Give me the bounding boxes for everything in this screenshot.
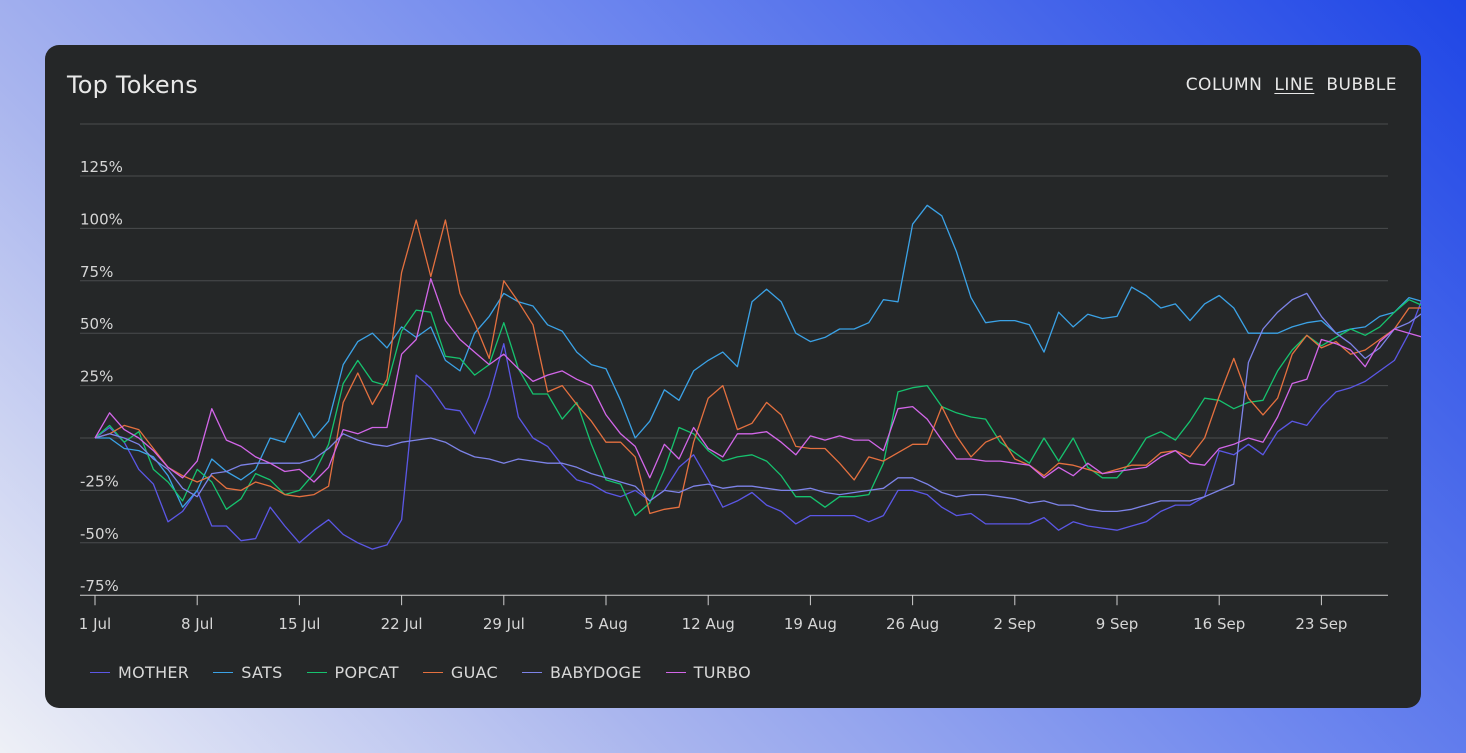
x-tick-label: 12 Aug — [682, 615, 735, 633]
series-line-babydoge[interactable] — [94, 292, 1421, 513]
chart-card: 125% 100% 75% 50% 25% -25% -50% -75% 1 Jul 8 Jul… — [45, 45, 1421, 708]
legend-item-sats[interactable]: SATS — [213, 663, 282, 682]
legend-item-mother[interactable]: MOTHER — [90, 663, 189, 682]
y-tick-label: 75% — [80, 263, 113, 281]
x-tick-label: 8 Jul — [181, 615, 213, 633]
legend-swatch — [306, 672, 327, 673]
series-line-popcat[interactable] — [94, 287, 1421, 517]
mode-column-button[interactable]: COLUMN — [1185, 75, 1263, 95]
series-lines — [94, 204, 1421, 550]
legend-item-guac[interactable]: GUAC — [422, 663, 499, 682]
series-line-mother[interactable] — [94, 270, 1421, 550]
legend-label: POPCAT — [334, 663, 399, 682]
x-tick-label: 15 Jul — [278, 615, 320, 633]
legend-item-popcat[interactable]: POPCAT — [306, 663, 399, 682]
gridlines — [80, 123, 1388, 596]
x-tick-label: 1 Jul — [79, 615, 111, 633]
legend-swatch — [665, 672, 686, 673]
chart-mode-switcher: COLUMN LINE BUBBLE — [1186, 75, 1397, 95]
legend-label: BABYDOGE — [550, 663, 642, 682]
y-tick-label: 25% — [80, 368, 113, 386]
legend-label: GUAC — [450, 663, 499, 682]
x-tick-label: 19 Aug — [784, 615, 837, 633]
series-line-guac[interactable] — [94, 219, 1421, 515]
legend-item-babydoge[interactable]: BABYDOGE — [522, 663, 642, 682]
x-tick-label: 23 Sep — [1295, 615, 1347, 633]
y-tick-label: -75% — [80, 577, 119, 595]
mode-line-button[interactable]: LINE — [1274, 75, 1315, 95]
y-tick-label: -50% — [80, 525, 119, 543]
x-tick-label: 2 Sep — [994, 615, 1037, 633]
mode-bubble-button[interactable]: BUBBLE — [1326, 75, 1397, 95]
legend-label: SATS — [241, 663, 283, 682]
x-tick-label: 29 Jul — [483, 615, 525, 633]
y-axis-ticks: 125% 100% 75% 50% 25% -25% -50% -75% — [80, 158, 123, 595]
legend-label: TURBO — [693, 663, 752, 682]
y-tick-label: 100% — [80, 210, 123, 228]
line-chart: 125% 100% 75% 50% 25% -25% -50% -75% 1 Jul 8 Jul… — [79, 123, 1421, 633]
legend-label: MOTHER — [118, 663, 190, 682]
x-tick-label: 9 Sep — [1096, 615, 1139, 633]
series-line-sats[interactable] — [95, 204, 1421, 508]
series-line-turbo[interactable] — [94, 278, 1421, 483]
y-tick-label: 125% — [80, 158, 123, 176]
chart-title: Top Tokens — [67, 71, 198, 99]
y-tick-label: -25% — [80, 472, 119, 490]
x-tick-label: 26 Aug — [886, 615, 939, 633]
x-tick-label: 22 Jul — [381, 615, 423, 633]
y-tick-label: 50% — [80, 315, 113, 333]
legend-swatch — [213, 672, 234, 673]
x-axis: 1 Jul 8 Jul 15 Jul 22 Jul 29 Jul 5 Aug 12 Aug 1… — [79, 595, 1347, 633]
x-tick-label: 16 Sep — [1193, 615, 1245, 633]
legend-swatch — [522, 672, 543, 673]
legend-item-turbo[interactable]: TURBO — [665, 663, 752, 682]
chart-legend: MOTHER SATS POPCAT GUAC BABYDOGE TURBO — [90, 663, 751, 682]
x-tick-label: 5 Aug — [584, 615, 628, 633]
legend-swatch — [90, 672, 110, 673]
legend-swatch — [422, 672, 443, 673]
